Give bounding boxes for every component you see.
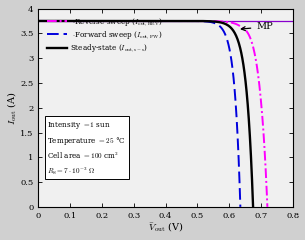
Text: MP: MP bbox=[241, 22, 273, 31]
Steady-state ($I_{\mathrm{out,s-s}}$) bbox=[167, 19, 170, 22]
Steady-state ($I_{\mathrm{out,s-s}}$) bbox=[251, 205, 255, 208]
 $\cdot$Forward sweep ($I_{\mathrm{out,FW}}$) bbox=[210, 21, 214, 24]
 $\cdot$Forward sweep ($I_{\mathrm{out,FW}}$) bbox=[49, 19, 53, 22]
Line:  $\cdot$Reverse sweep ($I_{\mathrm{out,REV}}$): $\cdot$Reverse sweep ($I_{\mathrm{out,RE… bbox=[38, 21, 267, 207]
Steady-state ($I_{\mathrm{out,s-s}}$) bbox=[37, 19, 40, 22]
X-axis label: $\bar{V}_{\mathrm{out}}$ (V): $\bar{V}_{\mathrm{out}}$ (V) bbox=[148, 221, 184, 234]
 $\cdot$Reverse sweep ($I_{\mathrm{out,REV}}$) bbox=[176, 19, 179, 22]
Steady-state ($I_{\mathrm{out,s-s}}$) bbox=[173, 19, 177, 22]
Steady-state ($I_{\mathrm{out,s-s}}$) bbox=[221, 22, 225, 24]
 $\cdot$Reverse sweep ($I_{\mathrm{out,REV}}$) bbox=[51, 19, 54, 22]
 $\cdot$Forward sweep ($I_{\mathrm{out,FW}}$) bbox=[165, 19, 169, 22]
 $\cdot$Forward sweep ($I_{\mathrm{out,FW}}$) bbox=[239, 205, 242, 208]
 $\cdot$Reverse sweep ($I_{\mathrm{out,REV}}$) bbox=[210, 20, 214, 23]
 $\cdot$Reverse sweep ($I_{\mathrm{out,REV}}$) bbox=[182, 19, 186, 22]
Legend:  $\cdot$Reverse sweep ($I_{\mathrm{out,REV}}$),  $\cdot$Forward sweep ($I_{\math: $\cdot$Reverse sweep ($I_{\mathrm{out,RE… bbox=[47, 16, 163, 54]
Steady-state ($I_{\mathrm{out,s-s}}$) bbox=[161, 19, 165, 22]
Line:  $\cdot$Forward sweep ($I_{\mathrm{out,FW}}$): $\cdot$Forward sweep ($I_{\mathrm{out,FW… bbox=[38, 21, 240, 207]
Y-axis label: $I_{\mathrm{out}}$ (A): $I_{\mathrm{out}}$ (A) bbox=[5, 91, 19, 125]
 $\cdot$Forward sweep ($I_{\mathrm{out,FW}}$) bbox=[37, 19, 40, 22]
Line: Steady-state ($I_{\mathrm{out,s-s}}$): Steady-state ($I_{\mathrm{out,s-s}}$) bbox=[38, 21, 253, 207]
 $\cdot$Forward sweep ($I_{\mathrm{out,FW}}$) bbox=[154, 19, 158, 22]
Steady-state ($I_{\mathrm{out,s-s}}$) bbox=[50, 19, 53, 22]
 $\cdot$Reverse sweep ($I_{\mathrm{out,REV}}$) bbox=[170, 19, 173, 22]
 $\cdot$Reverse sweep ($I_{\mathrm{out,REV}}$) bbox=[266, 205, 269, 208]
Steady-state ($I_{\mathrm{out,s-s}}$) bbox=[199, 20, 203, 23]
 $\cdot$Forward sweep ($I_{\mathrm{out,FW}}$) bbox=[159, 19, 163, 22]
Text: Intensity $= 1$ sun
Temperature $= 25$ °C
Cell area $= 100$ cm$^2$
$R_{\mathrm{S: Intensity $= 1$ sun Temperature $= 25$ °… bbox=[47, 120, 126, 177]
 $\cdot$Reverse sweep ($I_{\mathrm{out,REV}}$) bbox=[37, 19, 40, 22]
 $\cdot$Forward sweep ($I_{\mathrm{out,FW}}$) bbox=[190, 19, 193, 22]
 $\cdot$Reverse sweep ($I_{\mathrm{out,REV}}$) bbox=[234, 22, 237, 25]
